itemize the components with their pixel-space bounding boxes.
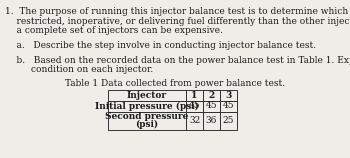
Text: 36: 36 xyxy=(206,116,217,125)
Text: Second pressure: Second pressure xyxy=(105,112,189,121)
Text: 1: 1 xyxy=(191,91,198,100)
Bar xyxy=(220,100,237,112)
Bar xyxy=(108,112,186,130)
Text: 45: 45 xyxy=(189,101,200,110)
Text: 25: 25 xyxy=(223,116,234,125)
Bar xyxy=(203,112,220,130)
Text: restricted, inoperative, or delivering fuel differently than the other injectors: restricted, inoperative, or delivering f… xyxy=(5,16,350,25)
Bar xyxy=(108,89,186,100)
Text: b.   Based on the recorded data on the power balance test in Table 1. Explain th: b. Based on the recorded data on the pow… xyxy=(5,56,350,65)
Text: 3: 3 xyxy=(225,91,232,100)
Text: 45: 45 xyxy=(206,101,217,110)
Text: 32: 32 xyxy=(189,116,200,125)
Text: (psi): (psi) xyxy=(135,120,159,129)
Text: Injector: Injector xyxy=(127,91,167,100)
Text: condition on each injector.: condition on each injector. xyxy=(5,66,153,75)
Bar xyxy=(220,112,237,130)
Text: 1.  The purpose of running this injector balance test is to determine which inje: 1. The purpose of running this injector … xyxy=(5,7,350,16)
Bar xyxy=(108,100,186,112)
Bar xyxy=(203,100,220,112)
Text: a complete set of injectors can be expensive.: a complete set of injectors can be expen… xyxy=(5,26,223,35)
Text: a.   Describe the step involve in conducting injector balance test.: a. Describe the step involve in conducti… xyxy=(5,40,316,49)
Bar xyxy=(203,89,220,100)
Bar xyxy=(186,112,203,130)
Bar xyxy=(186,100,203,112)
Text: Initial pressure (psi): Initial pressure (psi) xyxy=(95,101,199,111)
Text: 45: 45 xyxy=(223,101,234,110)
Bar xyxy=(186,89,203,100)
Text: 2: 2 xyxy=(208,91,215,100)
Text: Table 1 Data collected from power balance test.: Table 1 Data collected from power balanc… xyxy=(65,79,285,88)
Bar xyxy=(220,89,237,100)
